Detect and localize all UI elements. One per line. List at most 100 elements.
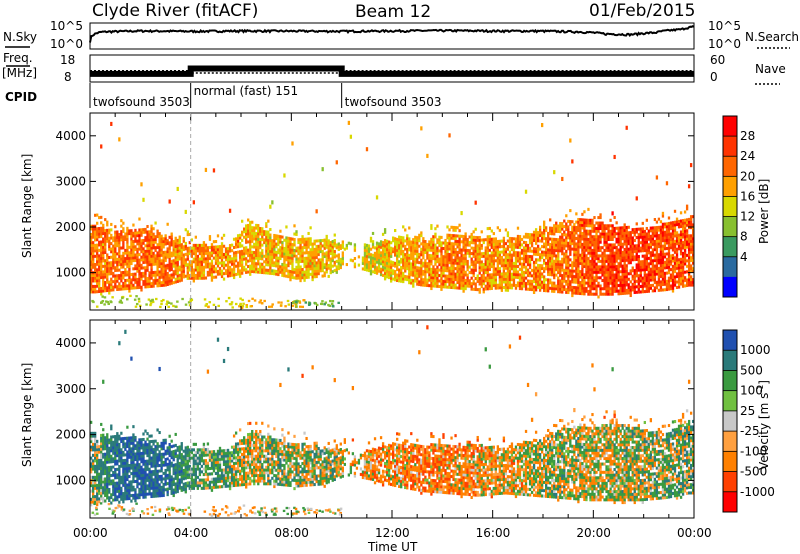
range-cell [408, 264, 411, 268]
range-cell [432, 240, 435, 244]
range-cell [589, 237, 592, 241]
range-cell [90, 260, 93, 264]
range-cell [679, 276, 683, 280]
range-cell [466, 259, 469, 263]
range-cell [122, 270, 125, 274]
range-cell [104, 250, 107, 254]
range-cell [381, 232, 385, 236]
range-cell [180, 245, 183, 249]
range-cell [645, 226, 648, 230]
range-cell [679, 244, 683, 248]
range-cell [152, 260, 155, 264]
range-cell [613, 276, 616, 280]
range-cell [132, 278, 135, 282]
range-cell [520, 273, 524, 277]
range-cell [118, 276, 121, 280]
range-cell [611, 281, 614, 285]
range-cell [182, 258, 185, 262]
range-cell [241, 219, 244, 223]
range-cell [450, 236, 453, 240]
range-cell [532, 288, 536, 292]
range-cell [540, 280, 544, 284]
range-cell [444, 252, 447, 256]
range-cell [472, 254, 475, 258]
range-cell [315, 275, 318, 279]
nsearch-label: N.Search [745, 30, 799, 44]
range-cell [593, 254, 596, 258]
range-cell [420, 275, 423, 279]
range-cell [581, 278, 584, 282]
range-cell [526, 257, 530, 261]
range-cell [536, 258, 540, 262]
range-cell [448, 247, 451, 251]
range-cell [192, 273, 195, 278]
range-cell [460, 234, 463, 238]
range-cell [416, 260, 419, 264]
range-cell [643, 290, 646, 294]
range-cell [124, 262, 127, 266]
range-cell [92, 265, 95, 269]
range-cell [271, 269, 274, 273]
range-cell [152, 240, 155, 244]
range-cell [538, 283, 542, 287]
range-cell [216, 269, 220, 273]
range-cell [514, 273, 518, 277]
range-cell [381, 260, 385, 264]
range-cell [381, 241, 385, 245]
range-cell [524, 271, 528, 275]
range-cell [208, 246, 212, 250]
range-cell [655, 272, 659, 276]
range-cell [106, 237, 109, 241]
range-cell [146, 260, 149, 264]
range-cell [371, 242, 375, 246]
range-cell [428, 278, 431, 282]
range-cell [162, 272, 165, 276]
range-cell [488, 226, 491, 230]
range-cell [528, 257, 532, 261]
range-cell [204, 260, 208, 264]
range-cell [118, 257, 121, 261]
range-cell [90, 235, 93, 239]
range-cell [625, 236, 628, 240]
range-cell [663, 239, 667, 243]
range-cell [486, 254, 489, 258]
range-cell [110, 236, 113, 240]
range-cell [255, 253, 258, 257]
range-cell [585, 237, 588, 241]
range-cell [653, 280, 657, 284]
range-cell [549, 264, 552, 268]
range-cell [679, 263, 683, 267]
range-cell [112, 255, 115, 259]
range-cell [329, 268, 332, 272]
range-cell [571, 261, 574, 265]
range-cell [114, 274, 117, 278]
range-cell [118, 274, 121, 278]
range-cell [597, 257, 600, 261]
range-cell [422, 242, 425, 246]
range-cell [128, 270, 131, 274]
range-cell [198, 271, 202, 275]
range-cell [408, 245, 411, 249]
range-cell [130, 278, 133, 282]
range-cell [345, 263, 348, 267]
range-cell [98, 276, 101, 280]
range-cell [677, 258, 681, 262]
range-cell [373, 254, 377, 258]
range-cell [583, 243, 586, 247]
range-cell [96, 290, 99, 294]
range-cell [583, 292, 586, 296]
range-cell [663, 225, 667, 229]
range-cell [647, 256, 650, 260]
range-cell [114, 236, 117, 240]
range-cell [607, 259, 610, 263]
range-cell [367, 269, 371, 273]
range-cell [174, 266, 177, 270]
range-cell [450, 272, 453, 276]
range-cell [545, 239, 548, 243]
range-cell [170, 278, 173, 283]
range-cell [440, 265, 443, 270]
range-cell [565, 241, 568, 245]
range-cell [474, 260, 477, 264]
range-cell [122, 251, 125, 255]
range-cell [96, 213, 99, 217]
